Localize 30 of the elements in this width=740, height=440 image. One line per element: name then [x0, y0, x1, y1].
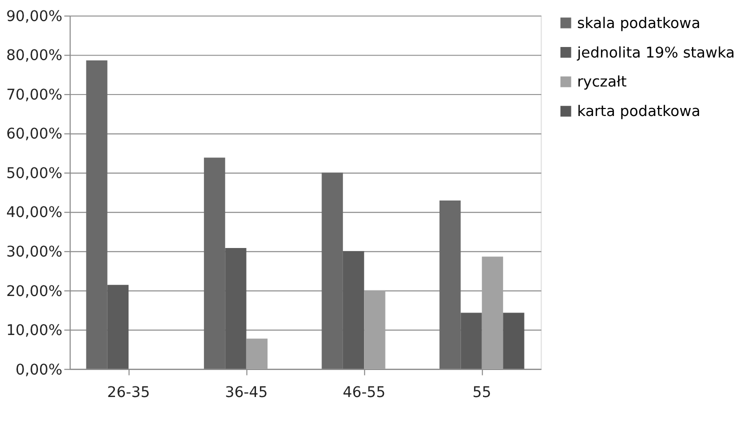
x-tick-label: 36-45	[224, 384, 268, 401]
legend-label: skala podatkowa	[577, 14, 700, 32]
legend-label: karta podatkowa	[577, 103, 700, 120]
legend-label: ryczałt	[577, 74, 627, 91]
y-tick-label: 10,00%	[6, 322, 62, 340]
y-tick-label: 60,00%	[6, 126, 62, 143]
y-tick-label: 20,00%	[6, 282, 62, 300]
x-tick-label: 46-55	[342, 384, 386, 401]
bar	[460, 312, 482, 369]
bar	[364, 290, 386, 369]
y-tick-label: 30,00%	[6, 244, 62, 261]
x-tick-label: 26-35	[107, 384, 150, 401]
bar	[225, 248, 246, 369]
bar	[107, 284, 129, 369]
bar	[342, 251, 364, 369]
bar	[482, 256, 504, 369]
bar	[322, 172, 343, 369]
bar	[204, 158, 226, 369]
x-tick-label: 55	[472, 384, 492, 401]
bar	[439, 200, 461, 369]
legend-label: jednolita 19% stawka	[576, 44, 735, 62]
bar	[503, 312, 524, 369]
y-tick-label: 90,00%	[6, 8, 62, 25]
y-tick-label: 40,00%	[6, 204, 62, 222]
bar	[86, 60, 108, 369]
y-tick-label: 50,00%	[6, 164, 62, 182]
y-tick-label: 0,00%	[16, 361, 62, 378]
y-tick-label: 70,00%	[6, 86, 62, 104]
bar	[246, 338, 268, 369]
y-tick-label: 80,00%	[6, 47, 62, 64]
